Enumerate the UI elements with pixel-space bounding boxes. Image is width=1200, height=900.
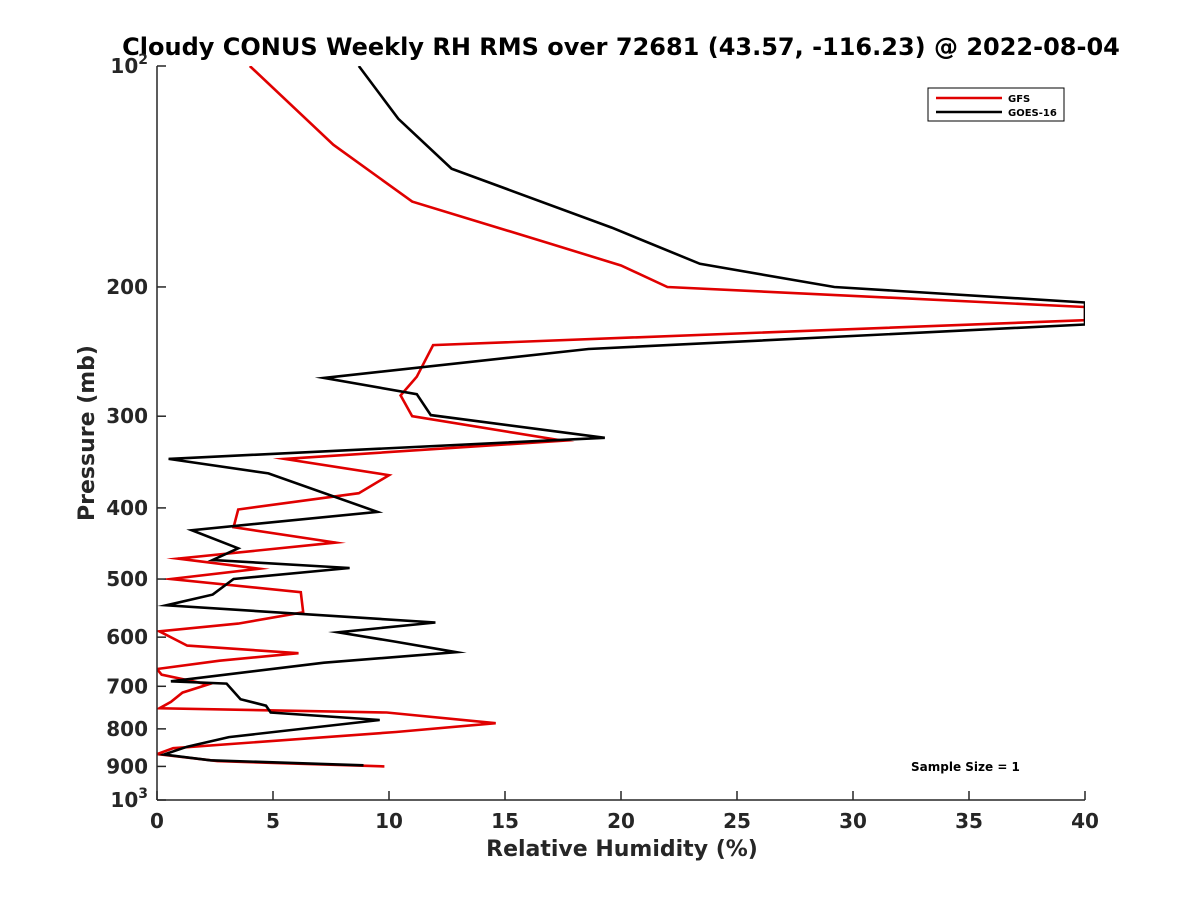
x-axis-label: Relative Humidity (%) bbox=[486, 837, 758, 862]
x-tick-label: 40 bbox=[1071, 809, 1099, 833]
y-tick-label: 800 bbox=[106, 717, 148, 741]
x-tick-label: 25 bbox=[723, 809, 751, 833]
series-line-goes-16 bbox=[157, 66, 1085, 767]
y-tick-label: 200 bbox=[106, 275, 148, 299]
y-tick-label: 400 bbox=[106, 496, 148, 520]
x-ticks: 0 5 10 15 20 25 30 35 40 bbox=[150, 791, 1099, 833]
plot-area: 0 5 10 15 20 25 30 35 40 102 200 300 400 500 600 700 80… bbox=[106, 52, 1099, 833]
x-tick-label: 35 bbox=[955, 809, 983, 833]
series-line-gfs bbox=[157, 66, 1085, 768]
legend-label-gfs: GFS bbox=[1008, 94, 1030, 105]
x-tick-label: 15 bbox=[491, 809, 519, 833]
y-tick-label: 300 bbox=[106, 404, 148, 428]
x-tick-label: 10 bbox=[375, 809, 403, 833]
legend-label-goes-16: GOES-16 bbox=[1008, 108, 1057, 119]
y-tick-label: 700 bbox=[106, 674, 148, 698]
x-tick-label: 30 bbox=[839, 809, 867, 833]
y-axis-label: Pressure (mb) bbox=[75, 345, 100, 521]
series-group bbox=[157, 66, 1085, 768]
y-tick-label: 900 bbox=[106, 754, 148, 778]
y-tick-label: 102 bbox=[110, 52, 148, 78]
y-ticks: 102 200 300 400 500 600 700 800 900 103 bbox=[106, 52, 166, 812]
x-tick-label: 0 bbox=[150, 809, 164, 833]
sample-size-annotation: Sample Size = 1 bbox=[911, 760, 1020, 774]
legend: GFS GOES-16 bbox=[927, 87, 1065, 122]
y-tick-label: 500 bbox=[106, 567, 148, 591]
legend-items: GFS GOES-16 bbox=[936, 94, 1057, 119]
plot-background bbox=[157, 66, 1085, 800]
x-tick-label: 20 bbox=[607, 809, 635, 833]
chart-title: Cloudy CONUS Weekly RH RMS over 72681 (4… bbox=[122, 33, 1120, 61]
y-tick-label: 600 bbox=[106, 625, 148, 649]
x-tick-label: 5 bbox=[266, 809, 280, 833]
legend-box bbox=[927, 87, 1065, 122]
y-tick-label: 103 bbox=[110, 786, 148, 812]
